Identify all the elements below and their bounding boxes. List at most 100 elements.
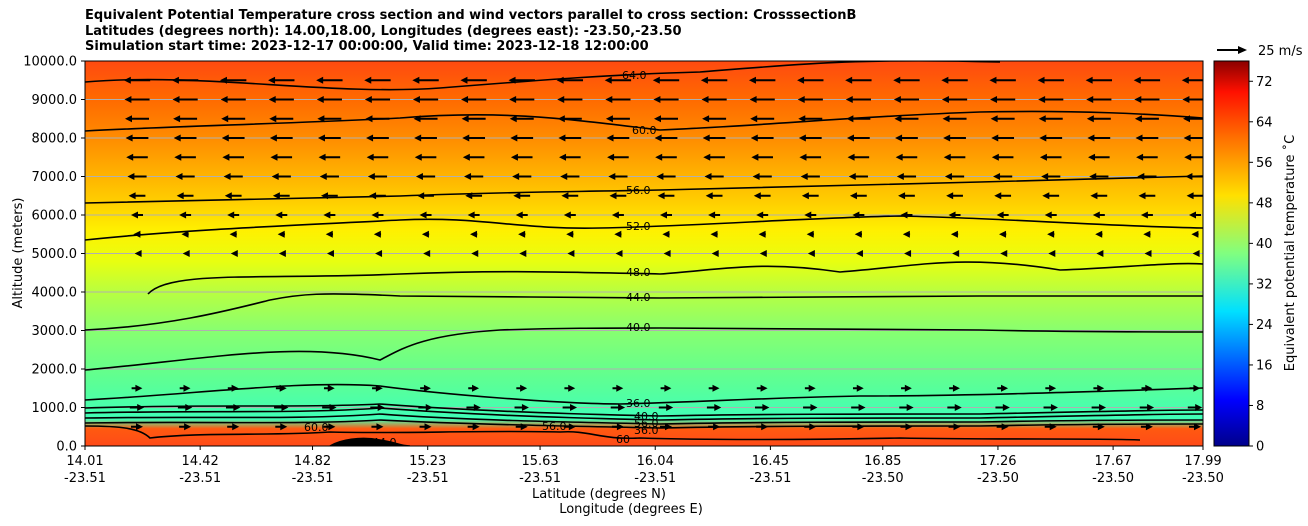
wind-vector — [660, 423, 672, 431]
contour-60-low — [85, 425, 1141, 441]
contour-56 — [85, 175, 1203, 204]
wind-vector — [894, 115, 919, 123]
wind-vector — [708, 211, 721, 219]
wind-vector — [123, 76, 151, 84]
wind-vector — [514, 404, 529, 411]
wind-key: 25 m/s — [1217, 44, 1303, 59]
wind-vector — [274, 404, 289, 411]
wind-vector — [462, 134, 486, 142]
wind-vector — [128, 192, 146, 200]
wind-vector — [845, 96, 871, 103]
x-tick-label-lon: -23.50 — [862, 471, 904, 486]
contour-64-low — [329, 437, 411, 446]
wind-vector — [804, 423, 817, 431]
contour-60 — [85, 110, 1203, 132]
wind-vector — [1134, 115, 1159, 123]
wind-vector — [320, 192, 338, 200]
wind-vector — [851, 404, 866, 411]
wind-vector — [758, 230, 766, 238]
x-tick-label-lon: -23.51 — [634, 471, 676, 486]
wind-vector — [366, 134, 389, 142]
wind-vector — [1093, 384, 1105, 392]
wind-vector — [1185, 173, 1203, 180]
wind-vector — [900, 423, 913, 431]
wind-vector — [658, 404, 674, 411]
wind-vector — [227, 211, 240, 219]
colorbar-tick-label: 0 — [1256, 440, 1264, 455]
wind-vector — [608, 173, 628, 180]
contour-band-2 — [85, 407, 1203, 421]
wind-vector — [173, 134, 197, 142]
wind-vector — [412, 76, 439, 84]
wind-vector — [556, 76, 584, 84]
wind-vector — [893, 76, 920, 84]
wind-vector — [365, 115, 390, 123]
wind-vector — [797, 76, 824, 84]
wind-vector — [610, 404, 626, 411]
y-tick-label: 3000.0 — [32, 324, 78, 339]
wind-vector — [854, 230, 862, 238]
wind-vector — [508, 76, 535, 84]
wind-vector — [944, 173, 965, 180]
wind-vector — [230, 250, 238, 257]
wind-vector — [1087, 134, 1111, 142]
wind-vector — [710, 230, 718, 238]
wind-vector — [708, 384, 720, 392]
wind-vector — [1092, 211, 1105, 219]
wind-vector — [465, 192, 483, 200]
wind-vector — [1189, 384, 1201, 392]
wind-vector — [756, 423, 769, 431]
wind-vector — [275, 384, 287, 392]
wind-vector — [316, 96, 342, 103]
wind-vector — [1085, 76, 1113, 84]
x-tick-label-lon: -23.51 — [64, 471, 106, 486]
wind-vector — [319, 173, 339, 180]
wind-vector — [1139, 404, 1155, 411]
wind-vector — [175, 173, 195, 180]
y-tick-label: 0.0 — [56, 440, 77, 455]
wind-vector — [268, 76, 295, 84]
wind-vector — [750, 115, 775, 123]
wind-vector — [1140, 423, 1153, 431]
colorbar-tick-label: 8 — [1256, 399, 1264, 414]
wind-vector — [751, 153, 773, 161]
colorbar: 0 8 16 24 32 40 48 56 64 72 Equivalent potential … — [1213, 60, 1298, 455]
wind-vector — [654, 115, 678, 123]
wind-vector — [371, 423, 384, 431]
wind-vector — [606, 134, 630, 142]
wind-vector — [701, 96, 727, 103]
wind-vector — [997, 384, 1009, 392]
wind-vector — [364, 76, 391, 84]
wind-vector — [900, 211, 913, 219]
title-line-3: Simulation start time: 2023-12-17 00:00:… — [85, 39, 649, 54]
wind-vector — [947, 404, 962, 411]
contour-label-60: 60.0 — [632, 124, 657, 137]
wind-vector — [419, 211, 432, 219]
wind-vector — [1038, 96, 1064, 103]
wind-vector — [605, 96, 631, 103]
x-tick-label-lat: 17.26 — [979, 454, 1016, 469]
wind-vector — [219, 76, 247, 84]
wind-vector — [1043, 404, 1058, 411]
wind-vector — [999, 230, 1007, 238]
wind-vector — [653, 96, 679, 103]
x-tick-label-lat: 17.67 — [1095, 454, 1132, 469]
wind-vector — [515, 423, 528, 431]
wind-vector — [223, 173, 243, 180]
wind-vector — [371, 211, 384, 219]
wind-vector — [269, 134, 293, 142]
wind-vector — [177, 404, 193, 411]
wind-vector — [941, 76, 968, 84]
wind-vector — [558, 134, 582, 142]
contour-52 — [85, 215, 1203, 241]
wind-vector — [904, 250, 912, 257]
wind-vector — [124, 96, 150, 103]
wind-vector — [660, 384, 672, 392]
wind-vector — [612, 384, 624, 392]
y-tick-label: 2000.0 — [32, 363, 78, 378]
wind-vector — [1096, 250, 1104, 257]
x-tick-label-lon: -23.50 — [1182, 471, 1224, 486]
wind-vector — [994, 192, 1012, 200]
wind-vector — [559, 153, 581, 161]
wind-vector — [607, 153, 629, 161]
